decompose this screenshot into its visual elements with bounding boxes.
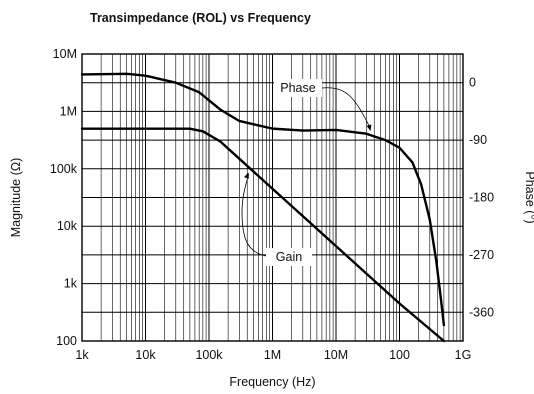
- y2-tick-label: -180: [469, 191, 494, 205]
- gain-annotation-label-bg: [266, 248, 312, 266]
- plot-grid: [81, 53, 463, 342]
- plot-frame: [81, 53, 464, 342]
- y2-tick-label: 0: [469, 76, 476, 90]
- series-line-gain: [80, 127, 446, 343]
- y-axis-label: Magnitude (Ω): [9, 158, 23, 238]
- series-annotations: Phase Gain: [241, 79, 372, 266]
- tick-labels: 1k 10k 100k 1M 10M 100 1G10M1M100k10k1k1000-90…: [50, 47, 494, 362]
- y-tick-label: 10k: [57, 219, 78, 233]
- y2-tick-label: -90: [469, 133, 487, 147]
- y-tick-label: 10M: [53, 47, 77, 61]
- y-tick-label: 1M: [60, 104, 77, 118]
- y-tick-label: 100k: [50, 162, 78, 176]
- chart-title: Transimpedance (ROL) vs Frequency: [90, 11, 311, 25]
- y2-axis-label: Phase (°): [523, 171, 534, 223]
- y2-tick-label: -270: [469, 248, 494, 262]
- gain-annotation-label: Gain: [276, 250, 302, 264]
- y2-tick-label: -360: [469, 305, 494, 319]
- x-axis-label: Frequency (Hz): [229, 375, 315, 389]
- phase-annotation-label: Phase: [280, 81, 315, 95]
- gain-annotation-arrowhead: [244, 172, 249, 179]
- x-tick-label: 1k: [75, 348, 89, 362]
- x-tick-label: 10M: [324, 348, 348, 362]
- data-series: [80, 72, 446, 343]
- x-tick-label: 100: [389, 348, 410, 362]
- x-tick-label: 1M: [264, 348, 281, 362]
- y-tick-label: 100: [56, 334, 77, 348]
- series-line-phase: [80, 72, 446, 327]
- x-tick-label: 100k: [195, 348, 223, 362]
- x-tick-label: 10k: [135, 348, 156, 362]
- phase-annotation-label-bg: [274, 79, 322, 97]
- y-tick-label: 1k: [64, 277, 78, 291]
- gain-annotation-leader: [241, 174, 267, 257]
- x-tick-label: 1G: [455, 348, 472, 362]
- phase-annotation-arrowhead: [366, 124, 372, 131]
- phase-annotation-leader: [321, 87, 371, 130]
